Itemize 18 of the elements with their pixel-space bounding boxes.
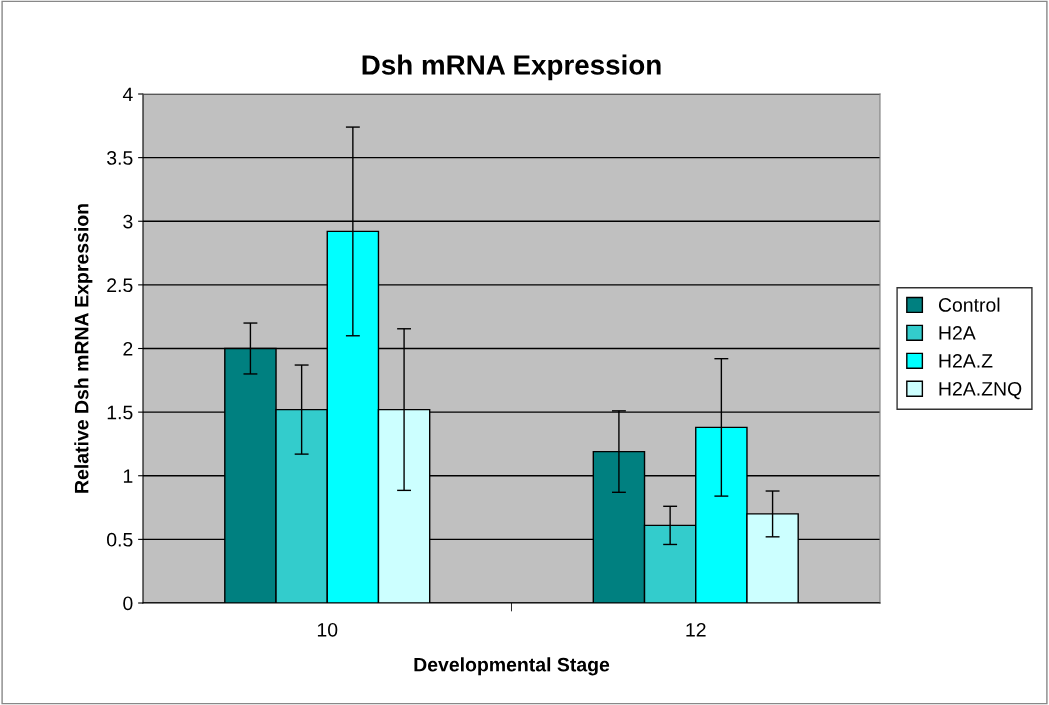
y-tick-label: 1.5 <box>107 405 133 420</box>
legend-label: H2A.ZNQ <box>939 381 1022 400</box>
x-tick-label: 12 <box>686 622 706 637</box>
legend-label: H2A <box>939 326 976 340</box>
legend-label: Control <box>938 297 1000 312</box>
y-tick-label: 0 <box>123 596 133 611</box>
y-tick-label: 2.5 <box>107 278 133 293</box>
x-axis-title: Developmental Stage <box>414 657 610 676</box>
y-tick-label: 0.5 <box>107 532 133 547</box>
legend-label: H2A.Z <box>939 353 993 368</box>
y-tick-label: 2 <box>123 341 133 356</box>
y-tick-label: 3 <box>123 214 133 229</box>
chart-title: Dsh mRNA Expression <box>362 54 661 81</box>
y-axis-title: Relative Dsh mRNA Expression <box>74 204 93 493</box>
y-tick-label: 1 <box>123 469 133 483</box>
y-tick-label: 4 <box>122 87 133 102</box>
y-tick-label: 3.5 <box>106 151 133 165</box>
x-tick-label: 10 <box>317 622 338 637</box>
